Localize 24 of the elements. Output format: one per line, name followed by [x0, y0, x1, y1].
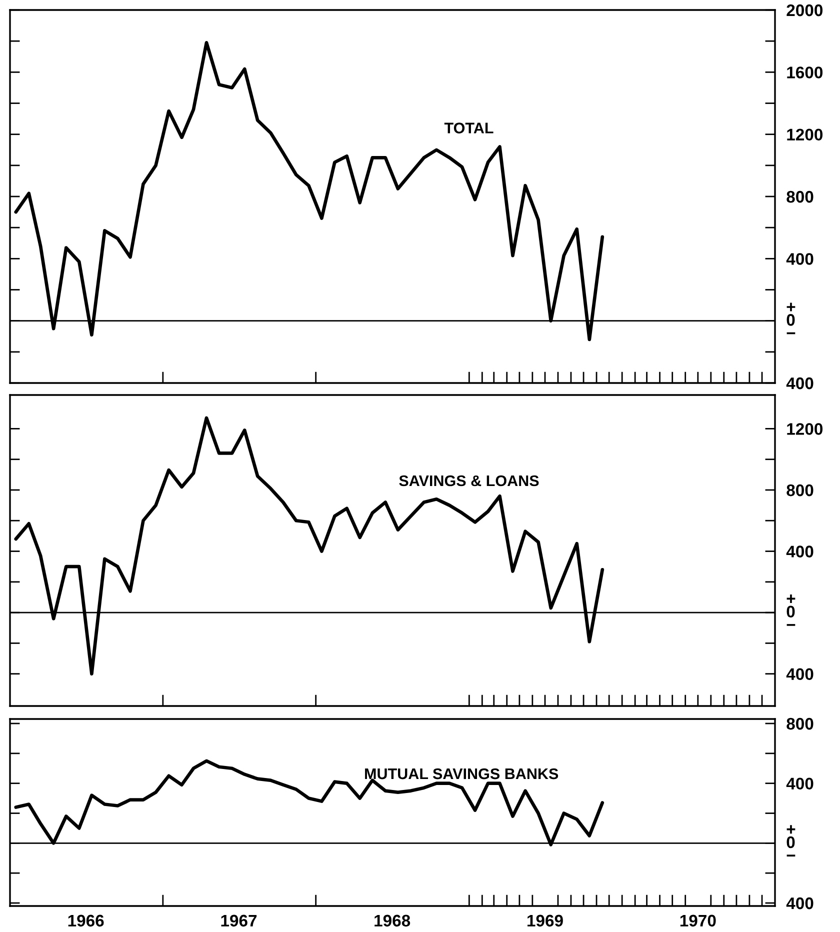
x-tick-label: 1967 [221, 914, 257, 927]
y-tick-label: 800 [786, 190, 814, 203]
y-tick-label: 400 [786, 546, 814, 558]
x-tick-label: 1970 [680, 914, 716, 927]
series-label: SAVINGS & LOANS [399, 475, 539, 486]
y-tick-label: 400 [786, 253, 814, 265]
y-tick-label: 800 [786, 484, 814, 496]
y-tick-label: 400 [786, 668, 814, 680]
y-tick-label: 800 [786, 718, 814, 730]
y-tick-label: 400 [786, 778, 814, 790]
y-tick-label: 1200 [787, 423, 823, 435]
y-tick-label: 1600 [787, 66, 823, 78]
y-tick-label: + 0 − [786, 825, 796, 856]
series-label: MUTUAL SAVINGS BANKS [365, 768, 558, 780]
y-tick-label: 2000 [786, 4, 823, 16]
y-tick-label: 400 [786, 897, 814, 910]
x-tick-label: 1968 [374, 914, 410, 927]
y-tick-label: + 0 − [786, 302, 796, 334]
y-tick-label: 400 [786, 377, 814, 390]
y-tick-label: + 0 − [786, 594, 796, 626]
x-tick-label: 1969 [528, 914, 563, 927]
series-label: TOTAL [444, 122, 494, 134]
y-tick-label: 1200 [787, 128, 823, 141]
x-tick-label: 1966 [68, 914, 104, 927]
